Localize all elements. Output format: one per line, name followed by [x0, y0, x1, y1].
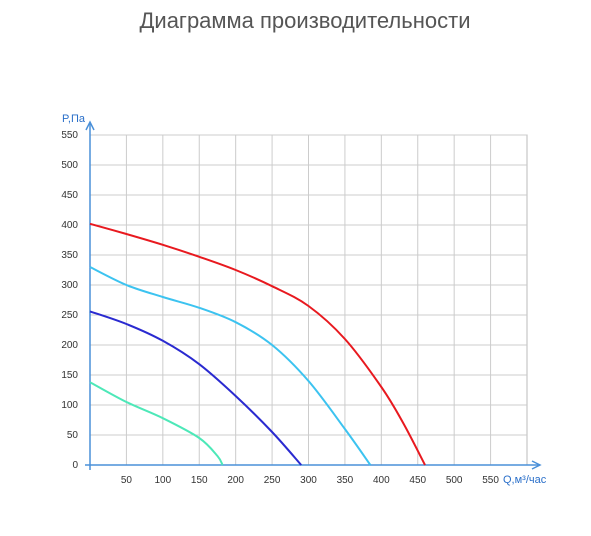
series-line	[89, 222, 426, 466]
x-tick-label: 200	[227, 475, 244, 486]
y-tick-label: 450	[61, 190, 78, 201]
y-tick-label: 550	[61, 130, 78, 141]
x-tick-label: 300	[300, 475, 317, 486]
x-tick-label: 250	[264, 475, 281, 486]
x-tick-label: 500	[446, 475, 463, 486]
series-line	[89, 310, 302, 466]
x-tick-label: 550	[482, 475, 499, 486]
x-tick-label: 450	[409, 475, 426, 486]
chart-title: Диаграмма производительности	[140, 8, 471, 33]
y-axis-label: P,Па	[62, 113, 86, 125]
x-tick-label: 400	[373, 475, 390, 486]
series-line	[89, 266, 372, 466]
y-tick-label: 250	[61, 310, 78, 321]
y-tick-label: 500	[61, 160, 78, 171]
series-line	[89, 381, 224, 466]
y-tick-label: 350	[61, 250, 78, 261]
y-axis-arrow	[85, 120, 95, 131]
x-tick-label: 350	[337, 475, 354, 486]
y-tick-label: 0	[72, 460, 78, 471]
y-tick-label: 50	[67, 430, 79, 441]
y-tick-label: 100	[61, 400, 78, 411]
x-tick-label: 100	[154, 475, 171, 486]
y-tick-label: 200	[61, 340, 78, 351]
x-tick-label: 150	[191, 475, 208, 486]
x-axis-label: Q,м³/час	[503, 474, 547, 486]
x-axis-arrow	[531, 460, 542, 470]
y-tick-label: 300	[61, 280, 78, 291]
y-tick-label: 400	[61, 220, 78, 231]
x-tick-label: 50	[121, 475, 133, 486]
y-tick-label: 150	[61, 370, 78, 381]
